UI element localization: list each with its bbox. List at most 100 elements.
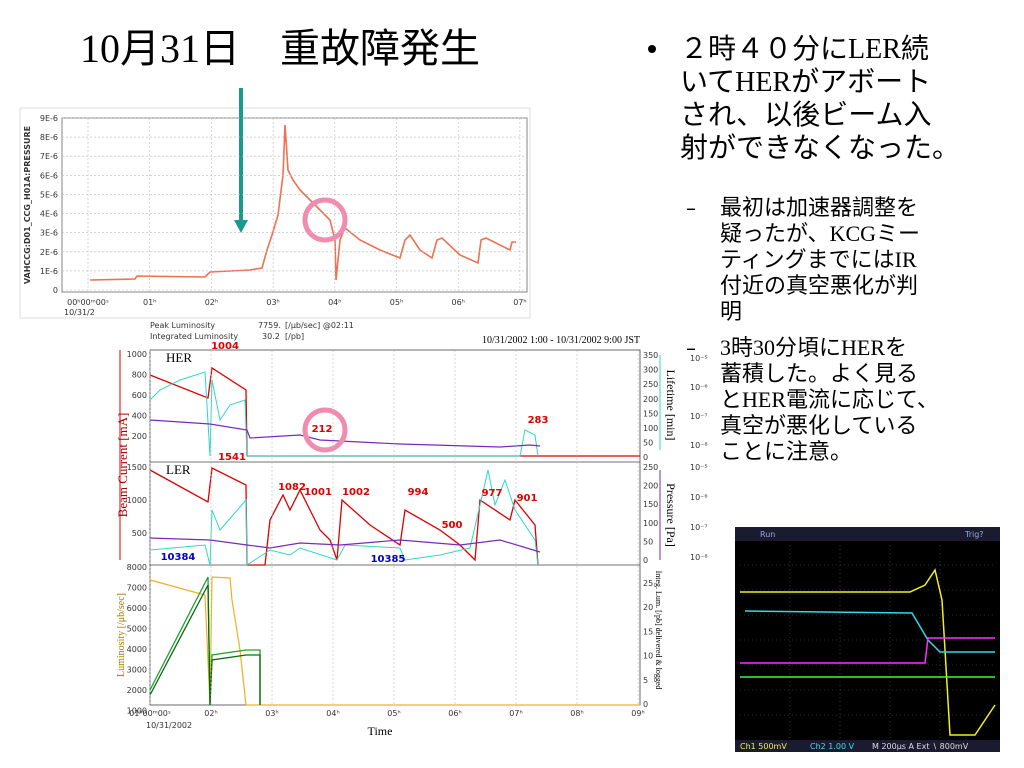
tick-label: 400: [132, 412, 147, 421]
header-text: 7759.: [258, 321, 281, 330]
tick-label: 6000: [127, 604, 147, 613]
pressure-trace: [89, 124, 516, 281]
scope-ch1: Ch1 500mV: [740, 742, 787, 751]
tick-label: 15: [643, 627, 653, 636]
annotation: 994: [408, 487, 429, 498]
tick-label: 200: [643, 482, 658, 491]
tick-label: 3000: [127, 666, 147, 675]
tick-label: 8000: [127, 563, 147, 572]
scope-ch2: Ch2 1.00 V: [810, 742, 855, 751]
y-tick-label: 0: [53, 286, 58, 295]
her-pressure: [149, 419, 541, 448]
highlight-circle: [302, 407, 348, 453]
tick-label: 1000: [127, 496, 147, 505]
tick-label: 100: [643, 424, 658, 433]
tick-label: 100: [643, 519, 658, 528]
date-label: 10/31/2: [64, 308, 95, 317]
x-tick-label: 09ʰ: [631, 709, 644, 718]
annotation: 1541: [218, 452, 246, 463]
annotation: 1001: [304, 487, 332, 498]
tick-label: 5: [643, 676, 648, 685]
tick-label: 20: [643, 603, 653, 612]
tick-label: 150: [643, 500, 658, 509]
bullet-line: ２時４０分にLER続: [680, 33, 929, 65]
slide-title: 10月31日 重故障発生: [80, 26, 480, 71]
y-tick-label: 2E-6: [40, 248, 58, 257]
x-tick-label: 06ʰ: [451, 298, 464, 307]
tick-label: 200: [643, 395, 658, 404]
header-text: [/pb]: [285, 332, 304, 341]
scope-trace: [740, 568, 996, 736]
tick-label: 10: [643, 652, 653, 661]
y-tick-label: 4E-6: [40, 210, 58, 219]
header-text: [/μb/sec] @02:11: [285, 321, 354, 330]
tick-label: 250: [643, 380, 658, 389]
tick-label: 0: [643, 556, 648, 565]
annotation: 500: [442, 520, 463, 531]
x-axis-label: Time: [368, 724, 393, 738]
x-tick-label: 04ʰ: [326, 709, 339, 718]
scope-trace: [740, 637, 995, 664]
scope-screen: [735, 527, 1000, 752]
bottom-chart-frame: [110, 320, 670, 745]
annotation: 1004: [211, 341, 239, 352]
tick-label: 5000: [127, 625, 147, 634]
x-tick-label: 00ʰ00ᵐ00ˢ: [67, 298, 109, 307]
tick-label: 250: [643, 463, 658, 472]
arrow-head: [234, 220, 248, 233]
sub-bullet-line: 真空が悪化している: [720, 413, 917, 438]
header-text: Peak Luminosity: [150, 321, 215, 330]
top-chart-frame: [19, 107, 531, 319]
annotation: 10384: [161, 552, 196, 563]
log-tick-label: 10⁻⁸: [690, 553, 708, 562]
tick-label: 800: [132, 371, 147, 380]
annotation: 10385: [371, 554, 406, 565]
bullet-line: され、以後ビーム入: [680, 99, 931, 131]
tick-label: 500: [132, 529, 147, 538]
sub-bullet-dash: –: [686, 196, 696, 220]
scope-footer: [735, 740, 1000, 752]
y-tick-label: 9E-6: [40, 114, 58, 123]
tick-label: 1500: [127, 463, 147, 472]
scope-time: M 200μs A Ext ∖ 800mV: [872, 742, 969, 751]
integ-logged: [149, 584, 261, 706]
sub-bullet-line: 最初は加速器調整を: [720, 195, 918, 220]
tick-label: 0: [643, 453, 648, 462]
x-date: 10/31/2002: [146, 721, 192, 730]
tick-label: 7000: [127, 584, 147, 593]
annotation: 212: [312, 424, 333, 435]
y-axis-label: Beam Current [mA]: [115, 413, 130, 518]
sub-bullet-line: ティングまでにはIR: [720, 247, 917, 272]
annotation: 977: [482, 488, 503, 499]
tick-label: 300: [643, 366, 658, 375]
y-tick-label: 6E-6: [40, 171, 58, 180]
scope-header: [735, 527, 1000, 541]
scope-grid: [740, 545, 995, 738]
sub-bullet-line: ことに注意。: [720, 439, 852, 464]
log-tick-label: 10⁻⁶: [690, 383, 708, 392]
log-tick-label: 10⁻⁶: [690, 493, 708, 502]
log-tick-label: 10⁻⁵: [690, 354, 708, 363]
tick-label: 2000: [127, 686, 147, 695]
panel-label: LER: [166, 462, 191, 477]
sub-bullet-line: 疑ったが、KCGミー: [720, 221, 920, 246]
tick-label: 150: [643, 409, 658, 418]
date-range: 10/31/2002 1:00 - 10/31/2002 9:00 JST: [482, 335, 640, 346]
y-axis-label: Luminosity [/μb/sec]: [116, 593, 127, 677]
y-tick-label: 7E-6: [40, 152, 58, 161]
log-tick-label: 10⁻⁷: [690, 523, 708, 532]
y-axis-label: VAHCCG:D01_CCG_H01A:PRESSURE: [23, 126, 32, 284]
scope-trig: Trig?: [964, 530, 984, 539]
x-tick-label: 02ʰ: [205, 298, 218, 307]
x-tick-label: 07ʰ: [513, 298, 526, 307]
y-axis-label: Pressure [Pa]: [664, 483, 678, 547]
highlight-circle: [302, 197, 348, 243]
x-tick-label: 07ʰ: [509, 709, 522, 718]
x-tick-label: 05ʰ: [390, 298, 403, 307]
annotation: 283: [528, 415, 549, 426]
y-tick-label: 3E-6: [40, 229, 58, 238]
bullet-dot: [648, 45, 656, 53]
her-lifetime: [149, 371, 539, 457]
